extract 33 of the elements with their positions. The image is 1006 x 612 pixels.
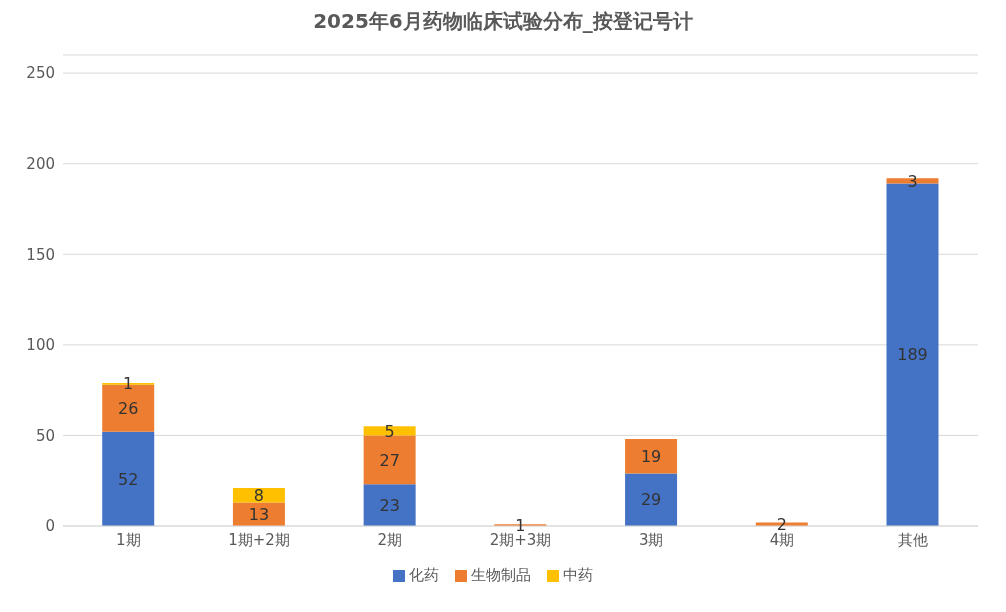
y-tick-label: 200 <box>26 155 55 174</box>
data-label: 5 <box>384 421 395 441</box>
y-tick-label: 50 <box>35 426 55 445</box>
chart-title: 2025年6月药物临床试验分布_按登记号计 <box>312 8 694 35</box>
x-tick-label: 2期+3期 <box>489 530 552 549</box>
bar <box>625 439 678 474</box>
x-tick-label: 4期 <box>769 530 795 549</box>
data-label: 52 <box>118 469 139 489</box>
data-label: 29 <box>640 490 662 510</box>
y-tick-label: 150 <box>26 245 55 264</box>
bar <box>363 435 416 485</box>
data-label: 27 <box>379 450 400 470</box>
x-tick-label: 1期+2期 <box>228 530 290 549</box>
x-tick-label: 1期 <box>116 530 141 549</box>
data-label: 26 <box>118 398 139 418</box>
bar <box>363 426 416 436</box>
x-tick-label: 其他 <box>897 530 928 549</box>
data-label: 23 <box>379 495 400 515</box>
data-label: 189 <box>897 345 928 365</box>
data-label: 13 <box>248 504 270 524</box>
bar <box>625 473 678 526</box>
bar <box>363 484 416 526</box>
data-label: 19 <box>640 446 662 466</box>
y-tick-label: 100 <box>26 336 55 355</box>
bar <box>102 431 155 526</box>
legend-label: 化药 <box>408 566 439 585</box>
legend-label: 中药 <box>562 566 593 585</box>
x-tick-label: 3期 <box>638 530 664 549</box>
data-label: 8 <box>253 485 265 505</box>
y-tick-label: 250 <box>26 64 55 83</box>
x-tick-label: 2期 <box>377 530 403 549</box>
y-tick-label: 0 <box>45 517 55 536</box>
legend-label: 生物制品 <box>470 566 531 585</box>
